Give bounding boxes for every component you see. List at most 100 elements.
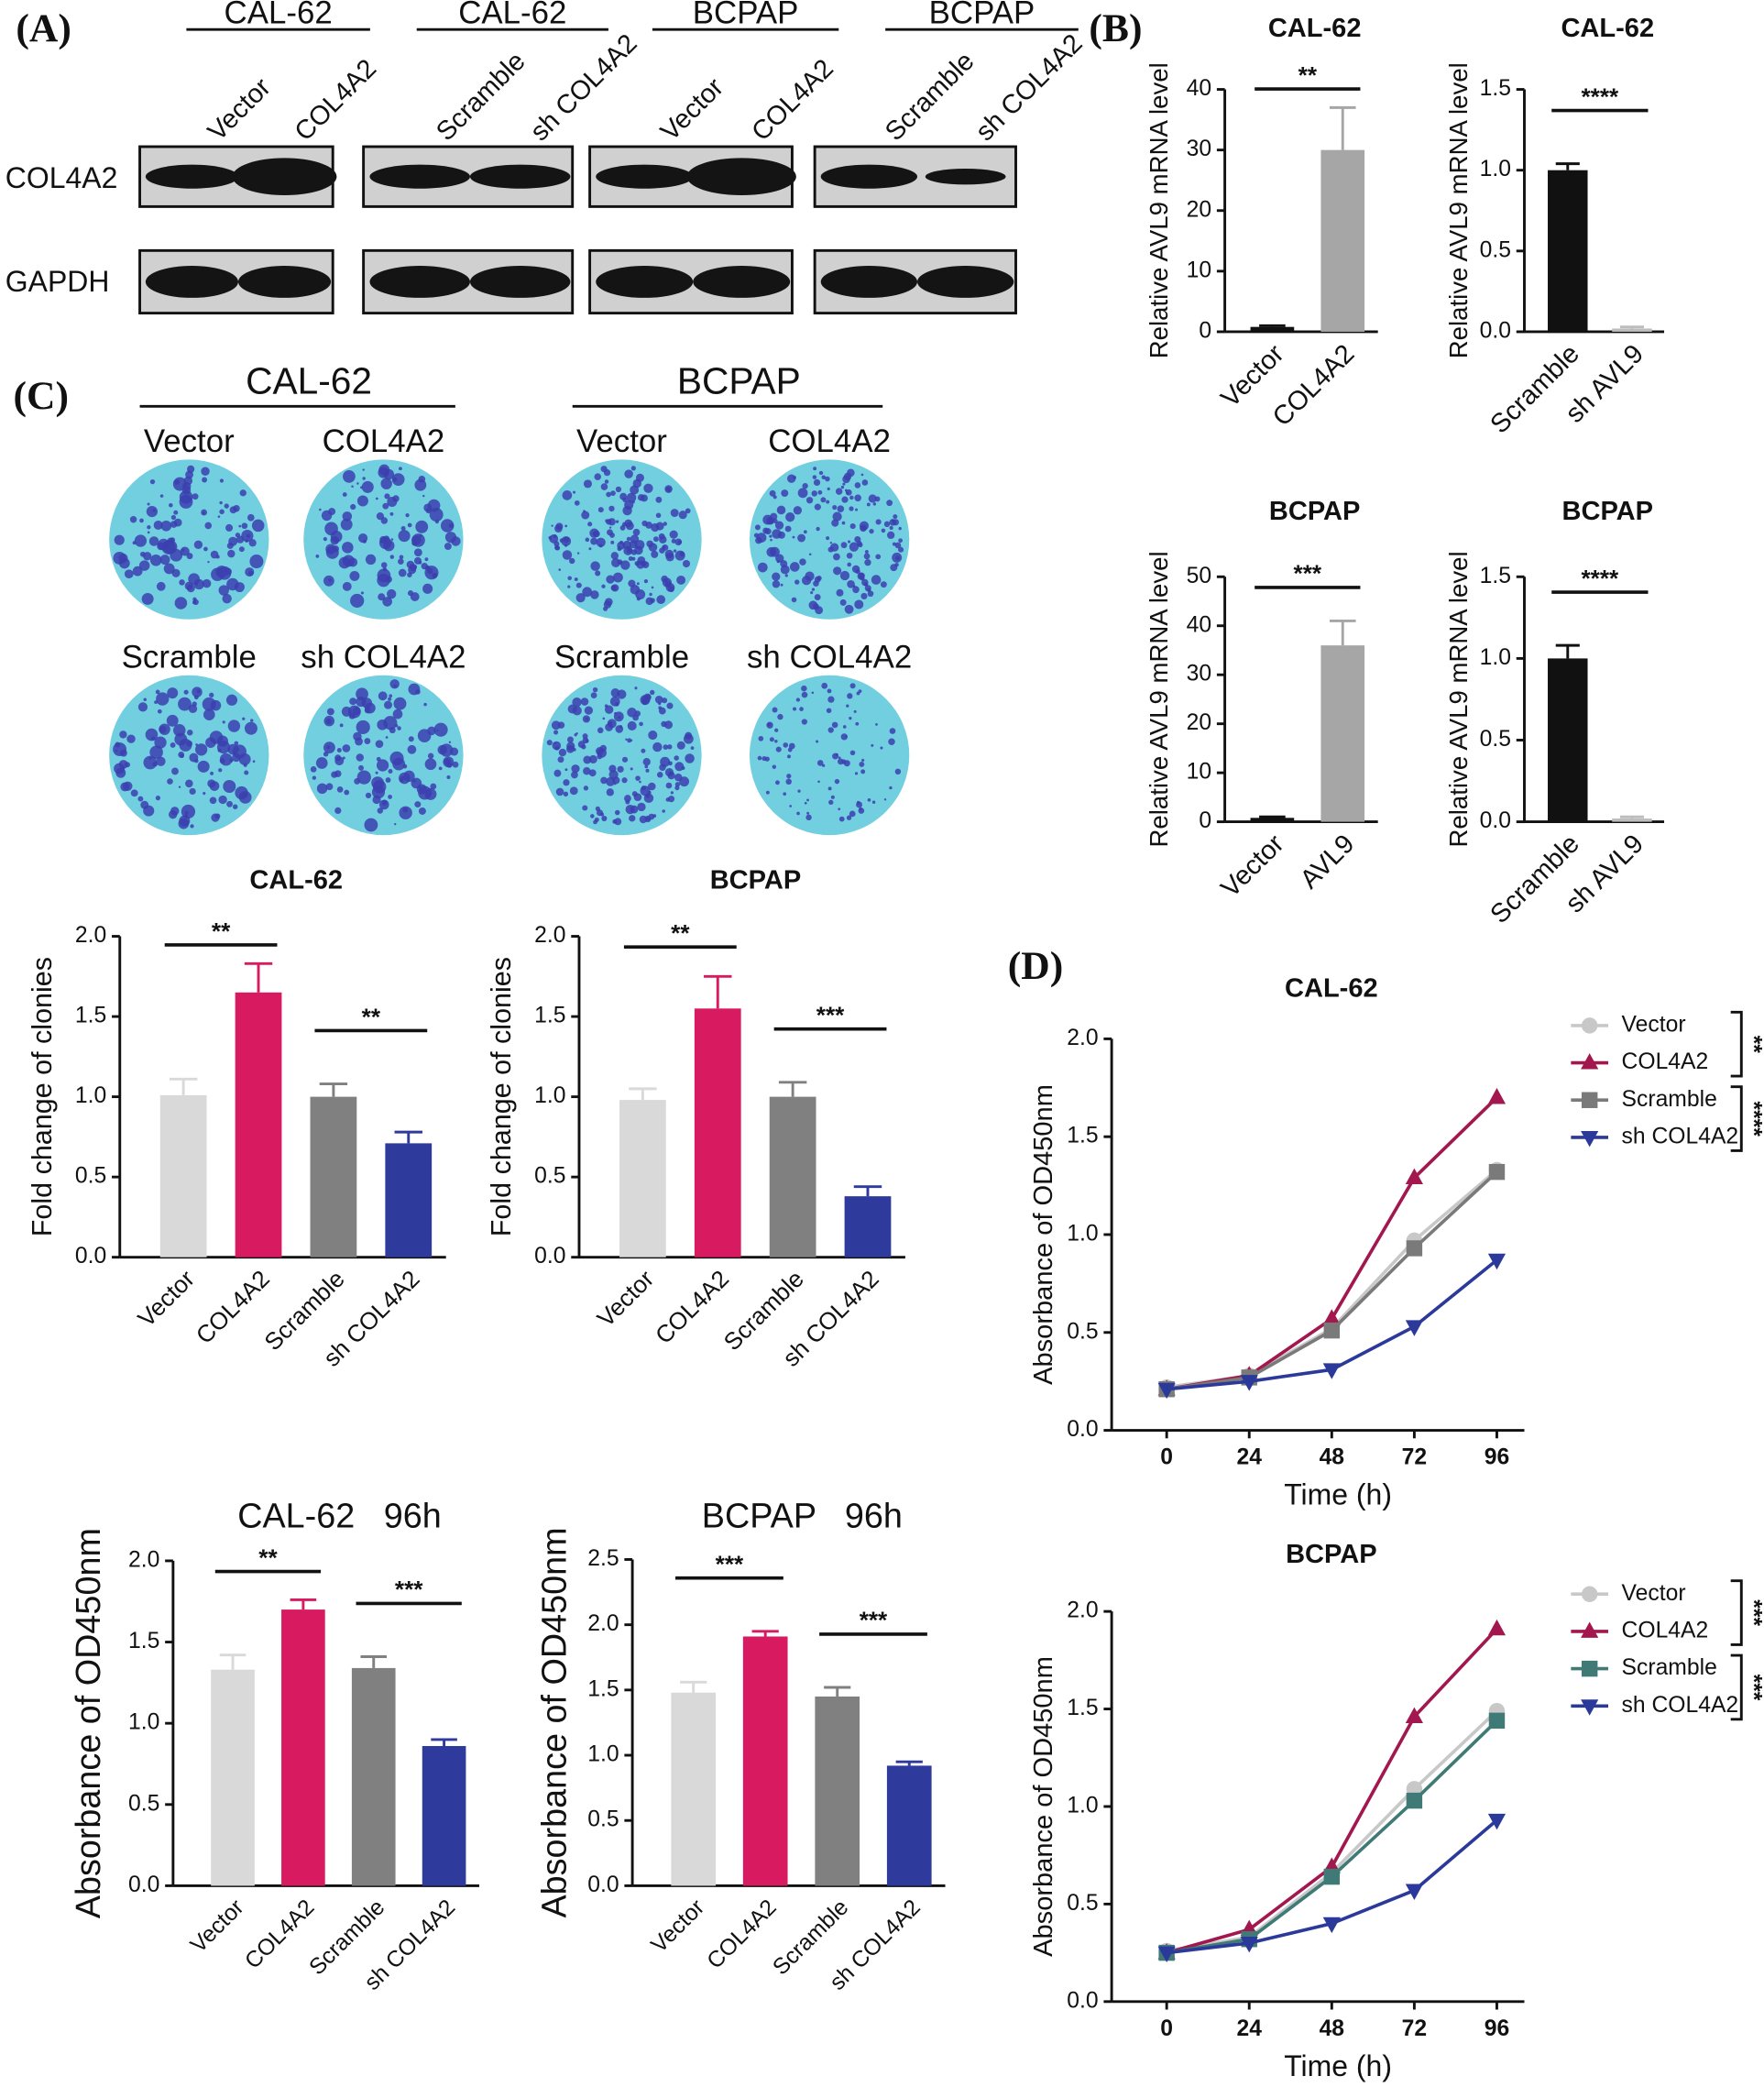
colony (626, 536, 631, 542)
bar (281, 1609, 325, 1886)
colony (210, 699, 222, 711)
colony (440, 519, 455, 533)
colony (338, 556, 351, 569)
colony (814, 503, 821, 511)
colony (794, 579, 800, 585)
colony (802, 482, 808, 489)
colony (140, 800, 149, 809)
colony (772, 529, 782, 539)
colony (671, 538, 676, 544)
colony (183, 689, 189, 695)
colony (334, 754, 342, 762)
colony (676, 741, 685, 750)
significance-bracket (1730, 1653, 1743, 1721)
colony (575, 582, 582, 588)
colony (356, 770, 371, 785)
colony (190, 824, 194, 829)
colony (820, 497, 827, 503)
colony (574, 500, 580, 506)
y-tick-label: 2.0 (534, 923, 565, 948)
colony (659, 763, 666, 772)
colony (615, 725, 624, 733)
colony (583, 767, 591, 775)
y-tick-label: 0.0 (75, 1244, 106, 1269)
colony (889, 728, 896, 734)
colony (448, 522, 455, 529)
y-tick-label: 0.0 (587, 1873, 619, 1897)
colony (757, 755, 762, 761)
colony (353, 731, 362, 741)
colony (836, 588, 844, 597)
colony (813, 467, 817, 471)
colony (399, 467, 402, 471)
colony (414, 801, 422, 808)
colony (606, 575, 615, 584)
bar (619, 1100, 666, 1258)
colony (139, 518, 144, 523)
x-tick-label: Vector (592, 1265, 660, 1333)
colony (354, 777, 361, 785)
colony (849, 810, 856, 818)
colony (197, 760, 210, 773)
x-tick-label: 48 (1320, 2016, 1344, 2041)
marker (1487, 1088, 1507, 1104)
colony (610, 552, 619, 560)
colony (407, 744, 417, 754)
colony (402, 807, 409, 813)
colony (238, 546, 245, 553)
colony (553, 769, 562, 777)
y-tick-label: 0.5 (1480, 727, 1511, 752)
colony (218, 585, 229, 596)
colony (399, 555, 404, 560)
colony (816, 740, 819, 743)
bar (844, 1196, 892, 1258)
colony (827, 487, 830, 491)
blot-band (369, 164, 470, 189)
colony (562, 490, 573, 500)
colony (227, 549, 236, 558)
significance-label: *** (860, 1607, 888, 1634)
colony (667, 744, 673, 750)
colony (623, 545, 633, 555)
colony (866, 502, 871, 507)
colony (822, 763, 826, 767)
colony (582, 737, 589, 744)
colony (219, 500, 223, 505)
colony (643, 793, 654, 804)
colony (615, 486, 622, 493)
y-tick-label: 20 (1187, 197, 1211, 222)
bar (694, 1008, 741, 1258)
blot-group-title: CAL-62 (458, 0, 566, 30)
colony (772, 495, 777, 500)
colony (178, 818, 190, 829)
colony (644, 764, 649, 769)
colony (797, 789, 801, 793)
colony (584, 706, 594, 715)
colony (356, 482, 359, 485)
colony (433, 722, 448, 737)
colony (620, 560, 630, 570)
colony (894, 563, 899, 567)
colony (155, 796, 161, 801)
colony (880, 581, 887, 588)
colony (565, 744, 575, 753)
colony (148, 536, 159, 546)
colony (227, 743, 239, 755)
colony (364, 738, 371, 744)
marker (1406, 1240, 1423, 1257)
colony (562, 550, 573, 560)
legend-marker (1581, 1699, 1599, 1716)
colony (377, 807, 384, 814)
colony (651, 550, 659, 558)
x-tick-label: 72 (1402, 1445, 1427, 1470)
colony (378, 593, 386, 601)
colony (897, 546, 904, 553)
colony (349, 697, 357, 706)
colony (679, 551, 685, 557)
colony (602, 717, 606, 720)
y-axis-label: Relative AVL9 mRNA level (1145, 62, 1173, 358)
colony (769, 534, 772, 538)
colony (854, 494, 861, 502)
colony-label: sh COL4A2 (747, 640, 912, 676)
colony (555, 787, 564, 796)
